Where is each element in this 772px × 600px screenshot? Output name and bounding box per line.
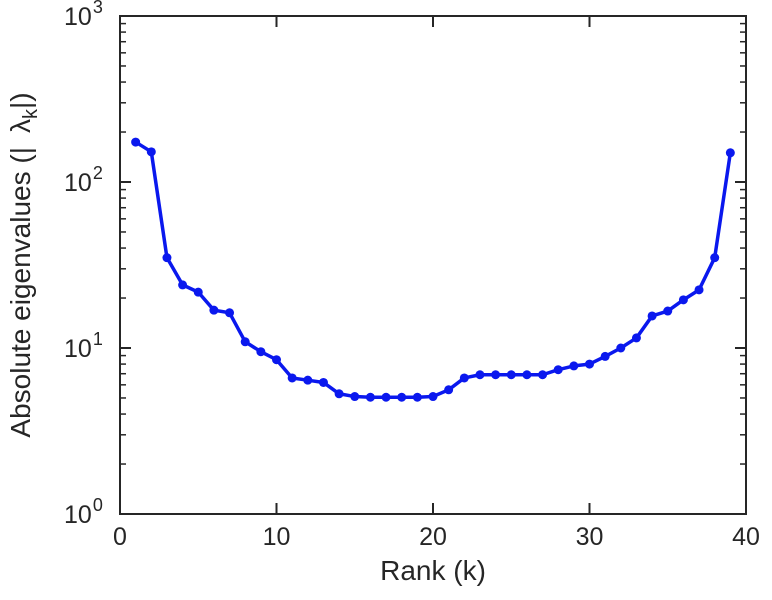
data-point-marker	[318, 377, 328, 387]
data-point-marker	[303, 375, 313, 385]
data-point-marker	[569, 361, 579, 371]
data-point-marker	[428, 392, 438, 402]
data-point-marker	[663, 306, 673, 316]
data-point-marker	[365, 392, 375, 402]
data-point-marker	[131, 137, 141, 147]
data-point-marker	[334, 389, 344, 399]
data-point-marker	[585, 359, 594, 369]
data-point-marker	[209, 305, 219, 315]
y-axis-label: Absolute eigenvalues (|λk|)	[5, 92, 42, 437]
data-point-marker	[146, 147, 156, 157]
data-point-marker	[553, 365, 563, 375]
x-axis-label: Rank (k)	[380, 555, 486, 586]
axes-box	[119, 15, 747, 515]
data-point-marker	[600, 351, 610, 361]
y-tick-label: 102	[64, 163, 103, 197]
data-point-marker	[287, 373, 297, 383]
data-point-marker	[475, 370, 485, 380]
data-point-marker	[193, 287, 203, 297]
data-point-marker	[381, 392, 391, 402]
y-tick-label: 101	[64, 329, 103, 363]
data-point-marker	[225, 308, 235, 318]
data-point-marker	[256, 347, 266, 357]
x-tick-label: 40	[732, 523, 760, 551]
x-tick-label: 20	[419, 523, 447, 551]
data-point-marker	[491, 370, 501, 380]
y-tick-label: 103	[64, 0, 103, 31]
y-tick-label: 100	[64, 495, 103, 529]
data-point-marker	[412, 392, 422, 402]
x-tick-label: 0	[113, 523, 127, 551]
data-point-marker	[506, 370, 516, 380]
data-point-marker	[350, 392, 360, 402]
data-point-marker	[631, 333, 641, 343]
data-point-marker	[725, 148, 735, 158]
data-point-marker	[397, 392, 407, 402]
data-point-marker	[522, 370, 532, 380]
data-point-marker	[538, 370, 548, 380]
data-point-marker	[616, 343, 626, 353]
data-point-marker	[178, 280, 188, 290]
axis-tick-labels: 0 10 20 30 40 100 101 102 103	[64, 0, 760, 551]
data-point-marker	[444, 385, 454, 395]
data-point-marker	[272, 355, 281, 365]
data-point-marker	[240, 337, 250, 347]
data-point-marker	[459, 373, 469, 383]
tick-marks	[119, 15, 747, 515]
data-point-marker	[678, 295, 688, 305]
data-point-marker	[647, 311, 657, 321]
eigenvalue-line	[133, 140, 733, 400]
x-tick-label: 10	[263, 523, 291, 551]
data-series	[131, 137, 735, 402]
x-tick-label: 30	[576, 523, 604, 551]
data-point-marker	[694, 285, 704, 295]
data-point-marker	[162, 253, 172, 263]
data-point-marker	[710, 253, 720, 263]
